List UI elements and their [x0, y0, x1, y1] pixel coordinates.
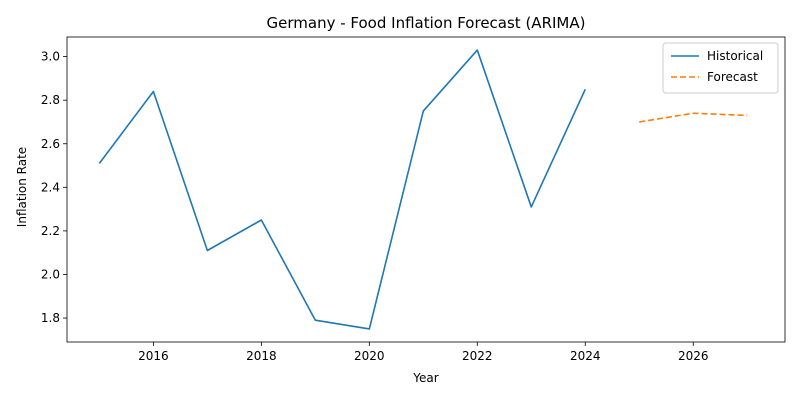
- x-tick-label: 2022: [462, 349, 493, 363]
- x-tick-label: 2016: [138, 349, 169, 363]
- series-layer: [98, 49, 748, 330]
- x-tick-label: 2018: [246, 349, 277, 363]
- y-tick-label: 2.6: [41, 137, 60, 151]
- y-tick-label: 2.4: [41, 180, 60, 194]
- y-tick-label: 3.0: [41, 50, 60, 64]
- y-tick-label: 1.8: [41, 311, 60, 325]
- y-axis: 1.8 2.0 2.2 2.4 2.6 2.8 3.0: [41, 50, 67, 325]
- chart-title: Germany - Food Inflation Forecast (ARIMA…: [267, 14, 586, 32]
- y-tick-label: 2.2: [41, 224, 60, 238]
- forecast-series-line: [639, 112, 748, 123]
- y-tick-label: 2.0: [41, 267, 60, 281]
- plot-area: [66, 36, 786, 343]
- legend-label: Historical: [707, 49, 763, 63]
- legend: Historical Forecast: [662, 42, 779, 94]
- historical-series-line: [98, 49, 586, 330]
- y-axis-label: Inflation Rate: [15, 147, 29, 227]
- x-axis: 2016 2018 2020 2022 2024 2026: [138, 342, 708, 363]
- x-axis-label: Year: [412, 371, 438, 385]
- legend-label: Forecast: [707, 70, 758, 84]
- x-tick-label: 2020: [354, 349, 385, 363]
- x-tick-label: 2024: [570, 349, 601, 363]
- plot-frame: [66, 36, 786, 343]
- y-tick-label: 2.8: [41, 93, 60, 107]
- x-tick-label: 2026: [678, 349, 709, 363]
